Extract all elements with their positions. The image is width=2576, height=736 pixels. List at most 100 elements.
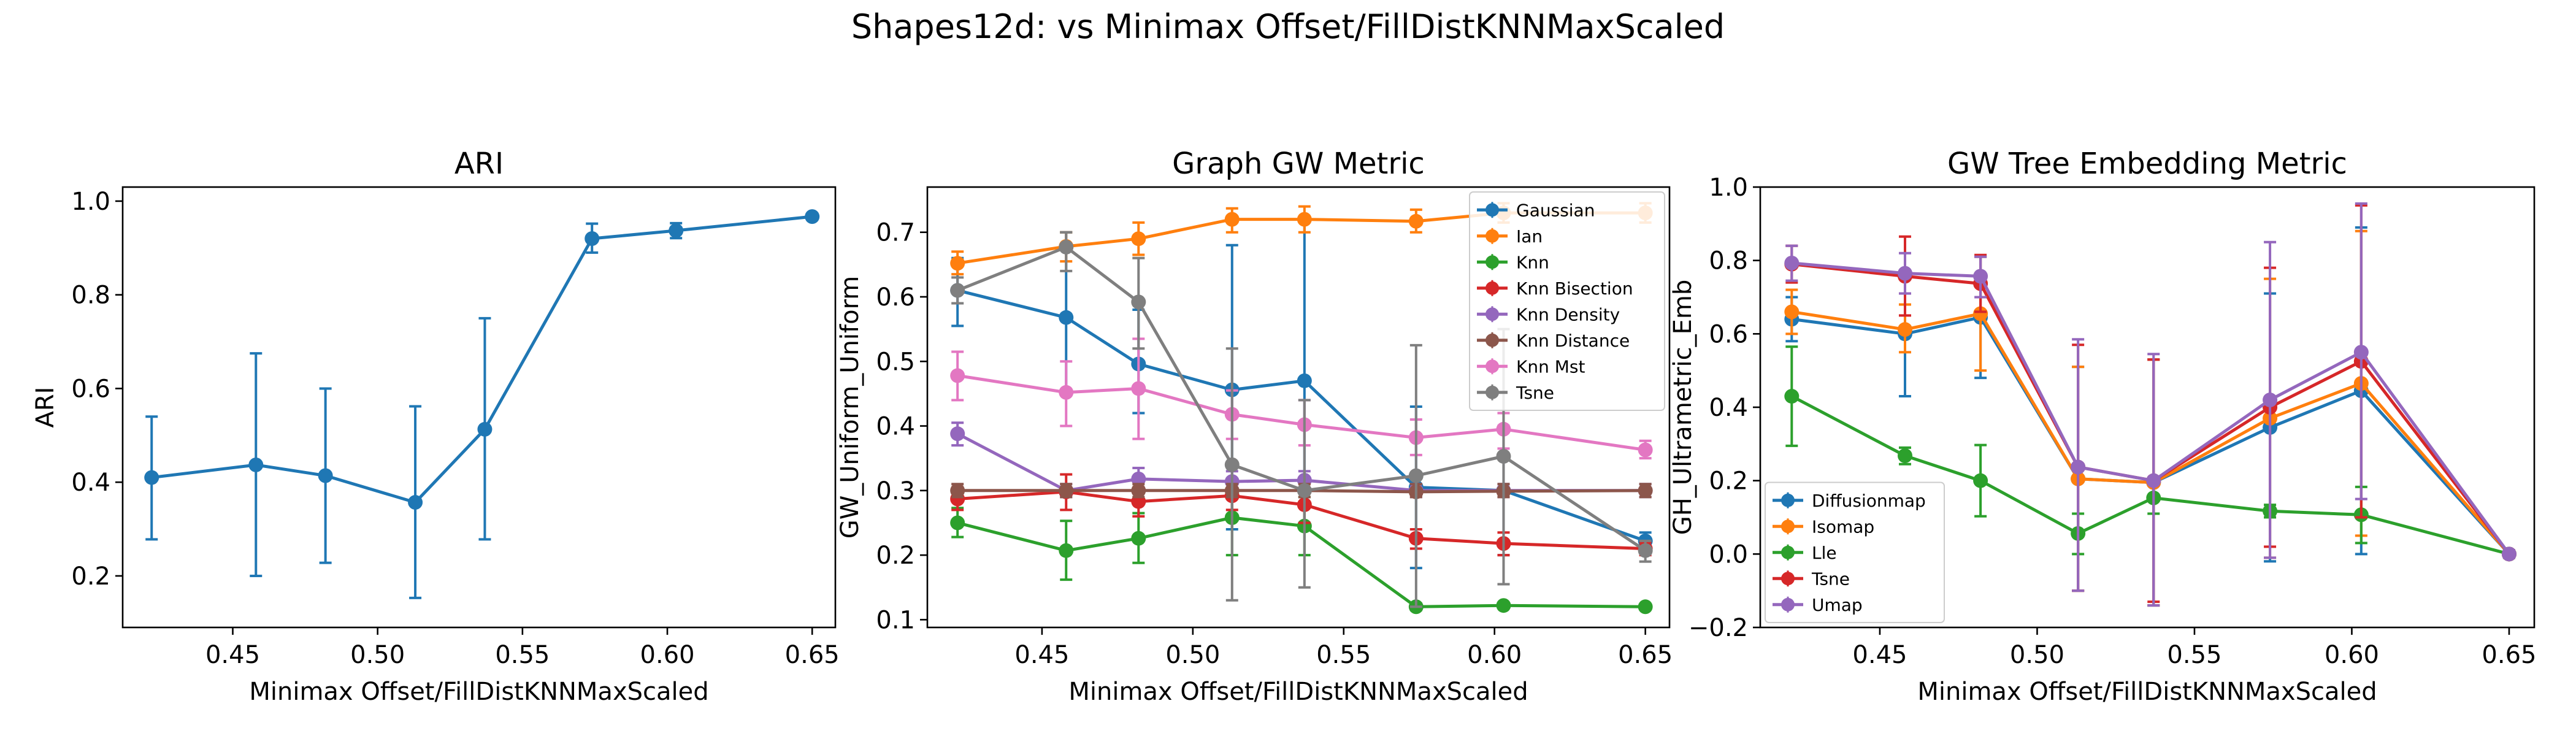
- legend-label: Knn Mst: [1516, 356, 1585, 377]
- data-point: [1784, 304, 1800, 320]
- data-point: [2071, 459, 2086, 475]
- data-point: [950, 256, 965, 271]
- data-point: [805, 209, 820, 224]
- data-point: [1638, 599, 1653, 615]
- x-axis-label: Minimax Offset/FillDistKNNMaxScaled: [1917, 678, 2377, 706]
- data-point: [1496, 449, 1511, 464]
- y-tick-label: 0.2: [876, 542, 915, 570]
- data-point: [950, 426, 965, 442]
- data-point: [2263, 393, 2278, 408]
- series-line: [1792, 261, 2511, 555]
- legend: Gaussian Ian Knn Knn Bisection Knn Density Kn…: [1469, 191, 1665, 411]
- legend-label: Umap: [1812, 595, 1863, 615]
- legend-item: Tsne: [1477, 383, 1554, 403]
- legend-label: Knn Distance: [1516, 331, 1630, 351]
- data-point: [1059, 385, 1074, 400]
- legend-item: Umap: [1773, 595, 1863, 615]
- data-point: [1496, 598, 1511, 613]
- legend-item: Isomap: [1773, 516, 1874, 537]
- legend-item: Ian: [1477, 226, 1543, 247]
- legend-box: [1765, 481, 1945, 623]
- data-point: [1059, 483, 1074, 498]
- data-point: [950, 483, 965, 498]
- legend-item: Knn: [1477, 252, 1549, 272]
- y-tick-label: 0.2: [1709, 467, 1748, 496]
- data-point: [1224, 457, 1240, 472]
- x-axis-label: Minimax Offset/FillDistKNNMaxScaled: [1068, 678, 1528, 706]
- data-point: [1131, 294, 1146, 310]
- data-point: [1638, 483, 1653, 498]
- legend-label: Knn: [1516, 252, 1549, 272]
- y-axis-label: ARI: [31, 387, 59, 428]
- y-tick-label: 0.8: [1709, 247, 1748, 275]
- legend-swatch-marker: [1485, 281, 1499, 295]
- legend-item: Diffusionmap: [1773, 491, 1926, 511]
- data-point: [1224, 212, 1240, 227]
- data-point: [1131, 381, 1146, 396]
- y-tick-label: 0.4: [1709, 394, 1748, 422]
- data-point: [1408, 468, 1424, 483]
- data-point: [2353, 345, 2369, 360]
- y-tick-label: 0.8: [71, 282, 110, 310]
- legend-swatch-marker: [1485, 333, 1499, 347]
- data-point: [1973, 269, 1988, 284]
- x-tick-label: 0.45: [1852, 641, 1907, 669]
- panel-title: GW Tree Embedding Metric: [1947, 147, 2347, 181]
- data-point: [1297, 212, 1312, 227]
- data-point: [1897, 266, 1912, 281]
- series-umap: [1784, 202, 2517, 607]
- series-tsne: [950, 231, 1653, 608]
- x-tick-label: 0.45: [205, 641, 260, 669]
- data-point: [1973, 473, 1988, 488]
- x-tick-label: 0.55: [495, 641, 550, 669]
- series-line: [957, 245, 1647, 552]
- data-point: [585, 231, 600, 247]
- plot-frame: [926, 186, 1671, 629]
- data-point: [950, 283, 965, 298]
- data-point: [1059, 239, 1074, 255]
- x-tick-label: 0.60: [2325, 641, 2379, 669]
- y-tick-label: 0.7: [876, 219, 915, 247]
- data-point: [1059, 310, 1074, 325]
- y-tick-label: −0.2: [1689, 614, 1748, 642]
- data-point: [144, 470, 159, 485]
- x-tick-label: 0.60: [640, 641, 695, 669]
- legend-swatch-marker: [1781, 597, 1795, 611]
- plot-frame: [1759, 186, 2536, 629]
- legend: Diffusionmap Isomap Lle Tsne Umap: [1765, 481, 1945, 623]
- legend-label: Lle: [1812, 543, 1837, 563]
- y-tick-label: 0.6: [71, 375, 110, 403]
- x-tick-label: 0.55: [2167, 641, 2221, 669]
- series-line: [957, 490, 1646, 551]
- series-ari: [144, 209, 820, 599]
- data-point: [1897, 322, 1912, 337]
- legend-swatch-marker: [1485, 229, 1499, 243]
- data-point: [2501, 546, 2517, 562]
- legend-label: Tsne: [1811, 569, 1850, 589]
- legend-swatch-marker: [1781, 545, 1795, 559]
- data-point: [1297, 373, 1312, 388]
- series-line: [957, 489, 1646, 494]
- legend-swatch-marker: [1485, 307, 1499, 321]
- chart-panel-2: Graph GW Metric 0.45 0.50 0.55 0.60 0.65 0.1 0.…: [836, 147, 1673, 706]
- x-tick-label: 0.45: [1014, 641, 1069, 669]
- legend-swatch-marker: [1485, 385, 1499, 399]
- legend-item: Knn Distance: [1477, 331, 1630, 351]
- panel-title: Graph GW Metric: [1172, 147, 1425, 181]
- data-point: [1131, 531, 1146, 546]
- legend-swatch-marker: [1485, 203, 1499, 217]
- chart-panels: ARI 0.45 0.50 0.55 0.60 0.65 0.2 0.4 0.6 0.8 1.0 Mi…: [31, 147, 2536, 706]
- series-line: [151, 215, 813, 504]
- y-tick-label: 0.2: [71, 562, 110, 591]
- x-tick-label: 0.65: [2482, 641, 2536, 669]
- y-tick-label: 0.3: [876, 477, 915, 505]
- series-line: [1791, 310, 2510, 555]
- legend-label: Ian: [1516, 226, 1543, 247]
- data-point: [477, 421, 493, 437]
- data-point: [669, 223, 684, 239]
- y-tick-label: 0.6: [1709, 320, 1748, 348]
- legend-item: Gaussian: [1477, 200, 1595, 220]
- data-point: [1059, 543, 1074, 558]
